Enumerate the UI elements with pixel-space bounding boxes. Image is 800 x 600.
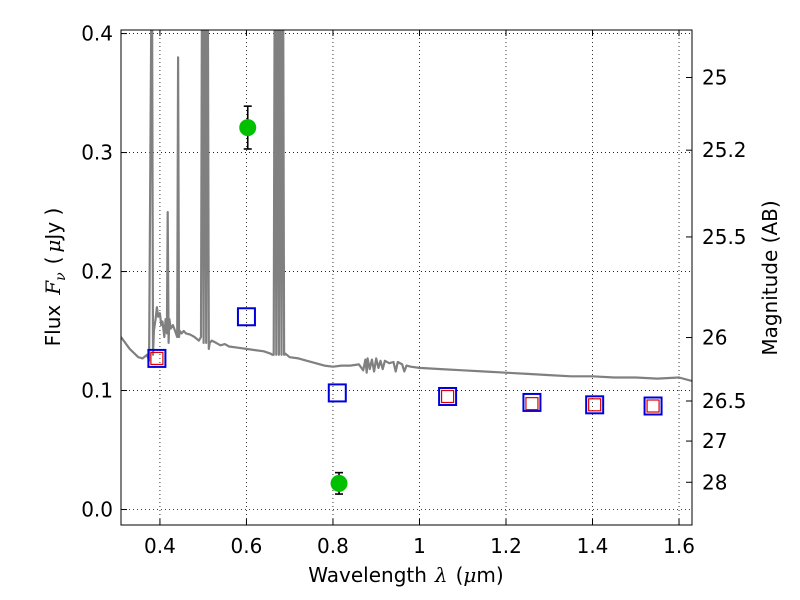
mag-tick-label: 25 (702, 66, 727, 90)
x-tick-label: 0.8 (317, 534, 349, 558)
model-square (522, 392, 542, 412)
observed-point (330, 474, 348, 492)
grid (121, 30, 692, 525)
model-square (327, 383, 347, 403)
x-axis-title: Wavelength λ (μm) (308, 563, 503, 587)
mag-tick-label: 25.2 (702, 138, 747, 162)
mag-tick-label: 27 (702, 429, 727, 453)
model-square-small (150, 351, 164, 366)
x-tick-label: 1.2 (490, 534, 522, 558)
y-tick-label: 0.3 (81, 141, 113, 165)
model-square (147, 348, 167, 368)
y-tick-label: 0.2 (81, 260, 113, 284)
model-square (438, 386, 458, 406)
x-tick-label: 0.6 (231, 534, 263, 558)
mag-tick-label: 26 (702, 326, 727, 350)
y-tick-label: 0.0 (81, 498, 113, 522)
plot-series (121, 30, 692, 495)
x-tick-label: 1.6 (663, 534, 695, 558)
mag-tick-label: 28 (702, 470, 727, 494)
mag-tick-label: 25.5 (702, 225, 747, 249)
mag-tick-label: 26.5 (702, 389, 747, 413)
y-tick-label: 0.1 (81, 379, 113, 403)
y-tick-label: 0.4 (81, 22, 113, 46)
plot-frame (120, 29, 693, 526)
sed-line (121, 30, 692, 383)
model-square (236, 307, 256, 327)
x-tick-label: 1 (413, 534, 426, 558)
model-square-small (440, 389, 455, 404)
x-tick-label: 0.4 (144, 534, 176, 558)
model-square-small (525, 397, 539, 411)
observed-point (239, 119, 257, 137)
y-axis-title: FluxFν(μJy ) (41, 208, 69, 347)
model-square (643, 396, 663, 416)
model-square (585, 395, 605, 415)
model-square-small (646, 399, 660, 413)
model-square-small (588, 398, 602, 412)
axis-ticks: 0.4 0.6 0.8 1 1.2 1.4 1.6 0.0 0.1 0.2 0.3 0.4 25 25.2… (81, 22, 746, 558)
y2-axis-title: Magnitude (AB) (758, 200, 782, 355)
x-tick-label: 1.4 (577, 534, 609, 558)
